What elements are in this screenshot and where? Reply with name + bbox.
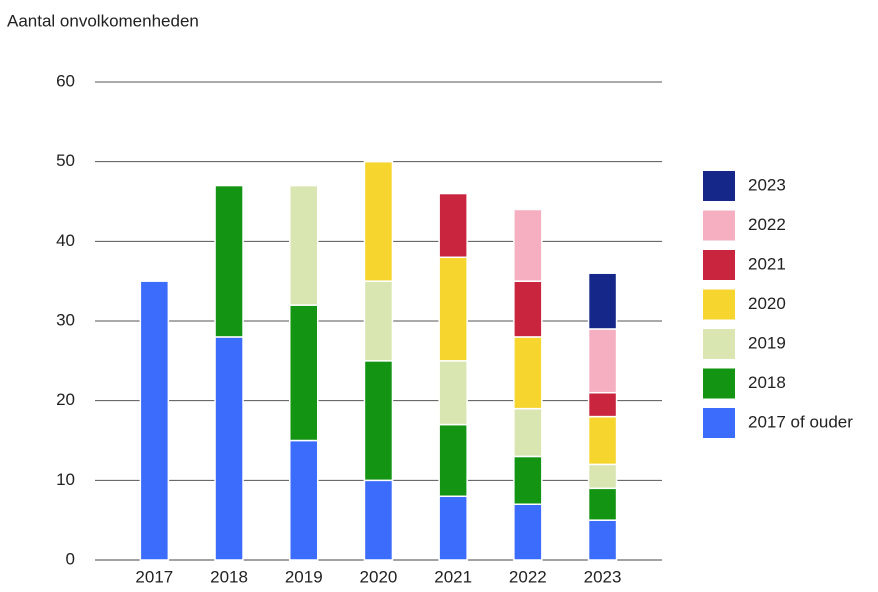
legend-swatch (703, 329, 735, 359)
bar-segment (587, 272, 618, 330)
legend-label: 2017 of ouder (748, 412, 853, 431)
x-tick-label: 2022 (509, 567, 547, 586)
bar-segment (438, 256, 468, 362)
bar-segment (139, 280, 170, 561)
legend-label: 2019 (748, 333, 786, 352)
y-tick-label: 0 (66, 549, 75, 568)
legend-swatch (703, 210, 735, 241)
y-tick-label: 20 (56, 390, 75, 409)
bar-segment (587, 487, 618, 521)
bar-segment (513, 503, 543, 561)
bar-segment (587, 391, 618, 418)
legend-swatch (703, 250, 735, 280)
y-tick-label: 50 (56, 151, 75, 170)
x-tick-label: 2020 (360, 567, 398, 586)
bar-segment (289, 304, 319, 442)
legend-swatch (703, 171, 735, 201)
y-tick-label: 10 (56, 470, 75, 489)
legend-swatch (703, 368, 735, 399)
bar-segment (438, 423, 468, 498)
bar-segment (363, 280, 394, 362)
y-tick-label: 60 (56, 71, 75, 90)
y-tick-label: 40 (56, 231, 75, 250)
bar-segment (214, 184, 244, 338)
bar-segment (513, 336, 543, 410)
bar-segment (513, 455, 543, 505)
bar-segment (587, 519, 618, 561)
bar-segment (513, 407, 543, 458)
x-tick-label: 2019 (285, 567, 323, 586)
x-tick-label: 2018 (210, 567, 248, 586)
legend-label: 2022 (748, 215, 786, 234)
y-tick-label: 30 (56, 310, 75, 329)
bar-segment (438, 192, 468, 259)
legend-swatch (703, 408, 735, 438)
bar-segment (438, 360, 468, 426)
legend-label: 2020 (748, 294, 786, 313)
bar-segment (289, 184, 319, 306)
bar-segment (289, 439, 319, 561)
x-tick-label: 2017 (135, 567, 173, 586)
bar-segment (214, 336, 244, 561)
bar-segment (438, 495, 468, 561)
bar-segment (513, 208, 543, 282)
bar-segment (587, 415, 618, 466)
bar-segment (587, 463, 618, 490)
bar-segment (513, 280, 543, 338)
bar-segment (363, 360, 394, 482)
chart-title: Aantal onvolkomenheden (7, 11, 199, 30)
bar-segment (363, 479, 394, 561)
x-tick-label: 2023 (584, 567, 622, 586)
legend-label: 2018 (748, 373, 786, 392)
legend-label: 2023 (748, 175, 786, 194)
bar-segment (363, 160, 394, 282)
legend-label: 2021 (748, 254, 786, 273)
x-tick-label: 2021 (434, 567, 472, 586)
bar-segment (587, 328, 618, 394)
legend-swatch (703, 289, 735, 320)
